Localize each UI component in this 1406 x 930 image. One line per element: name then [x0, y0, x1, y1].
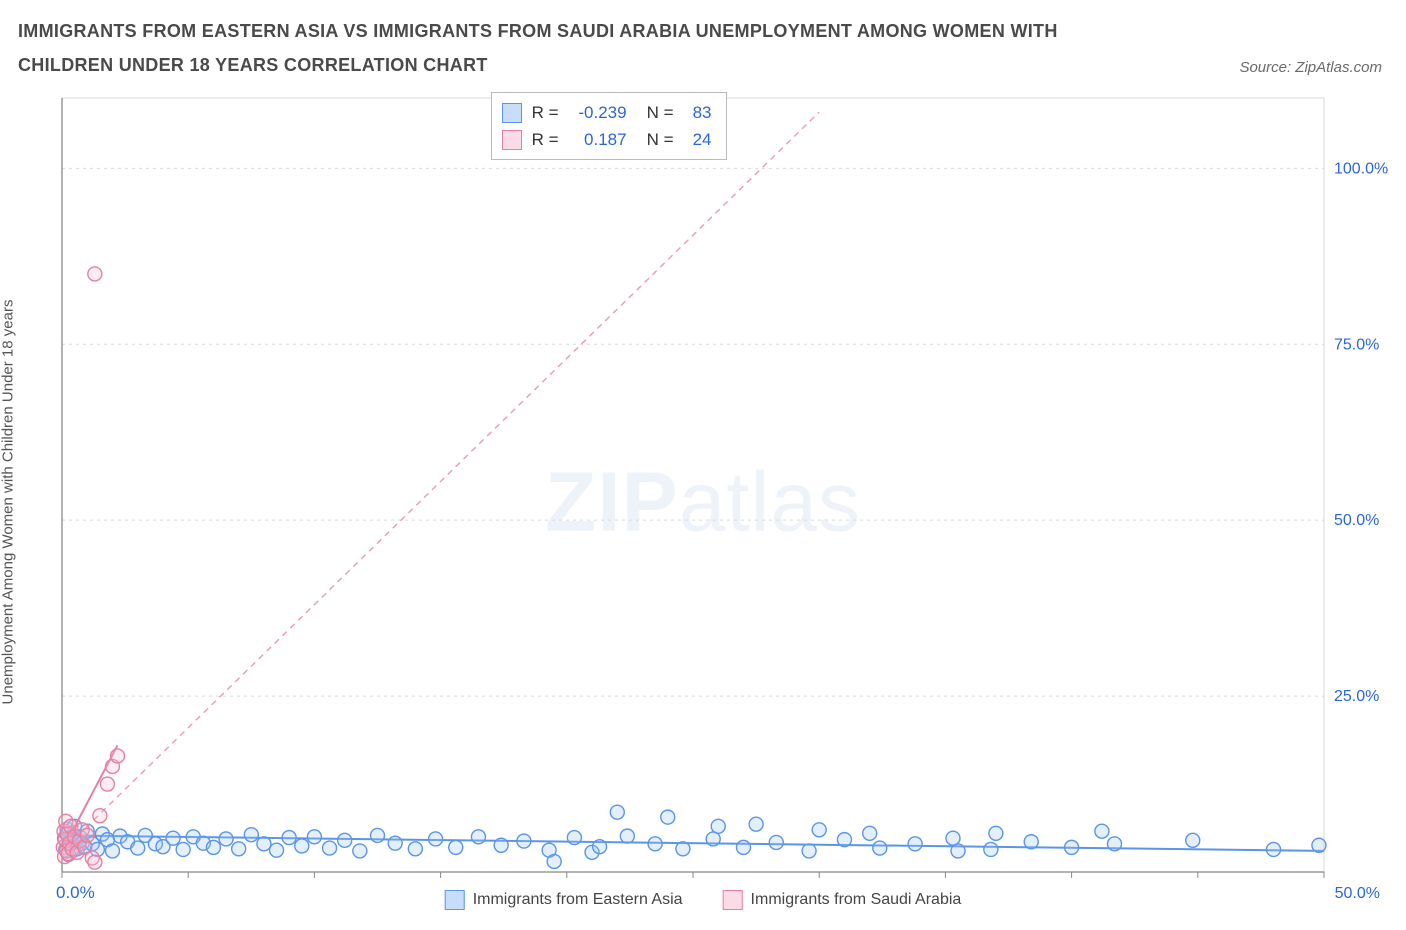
- scatter-chart: 25.0% 50.0% 75.0% 100.0% 0.0% 50.0%: [18, 92, 1388, 912]
- y-axis-label: Unemployment Among Women with Children U…: [0, 300, 17, 705]
- correlation-legend: R = -0.239 N = 83 R = 0.187 N = 24: [491, 92, 727, 160]
- r-label: R =: [532, 126, 559, 153]
- series-legend: Immigrants from Eastern Asia Immigrants f…: [445, 890, 962, 910]
- series-swatch: [445, 890, 465, 910]
- legend-item: Immigrants from Saudi Arabia: [723, 890, 962, 910]
- source-attribution: Source: ZipAtlas.com: [1239, 59, 1382, 82]
- r-value: -0.239: [569, 99, 627, 126]
- legend-label: Immigrants from Saudi Arabia: [751, 891, 962, 909]
- legend-item: Immigrants from Eastern Asia: [445, 890, 683, 910]
- series-swatch: [502, 103, 522, 123]
- correlation-row: R = 0.187 N = 24: [502, 126, 712, 153]
- n-label: N =: [647, 99, 674, 126]
- series-swatch: [723, 890, 743, 910]
- series-swatch: [502, 130, 522, 150]
- legend-label: Immigrants from Eastern Asia: [473, 891, 683, 909]
- svg-text:100.0%: 100.0%: [1334, 160, 1388, 177]
- svg-text:50.0%: 50.0%: [1335, 885, 1380, 902]
- chart-title: IMMIGRANTS FROM EASTERN ASIA VS IMMIGRAN…: [18, 14, 1118, 82]
- correlation-row: R = -0.239 N = 83: [502, 99, 712, 126]
- n-value: 83: [684, 99, 712, 126]
- r-value: 0.187: [569, 126, 627, 153]
- svg-text:50.0%: 50.0%: [1334, 512, 1379, 529]
- n-label: N =: [647, 126, 674, 153]
- r-label: R =: [532, 99, 559, 126]
- n-value: 24: [684, 126, 712, 153]
- svg-text:75.0%: 75.0%: [1334, 336, 1379, 353]
- svg-text:0.0%: 0.0%: [56, 883, 95, 902]
- chart-container: Unemployment Among Women with Children U…: [18, 92, 1388, 912]
- svg-text:25.0%: 25.0%: [1334, 688, 1379, 705]
